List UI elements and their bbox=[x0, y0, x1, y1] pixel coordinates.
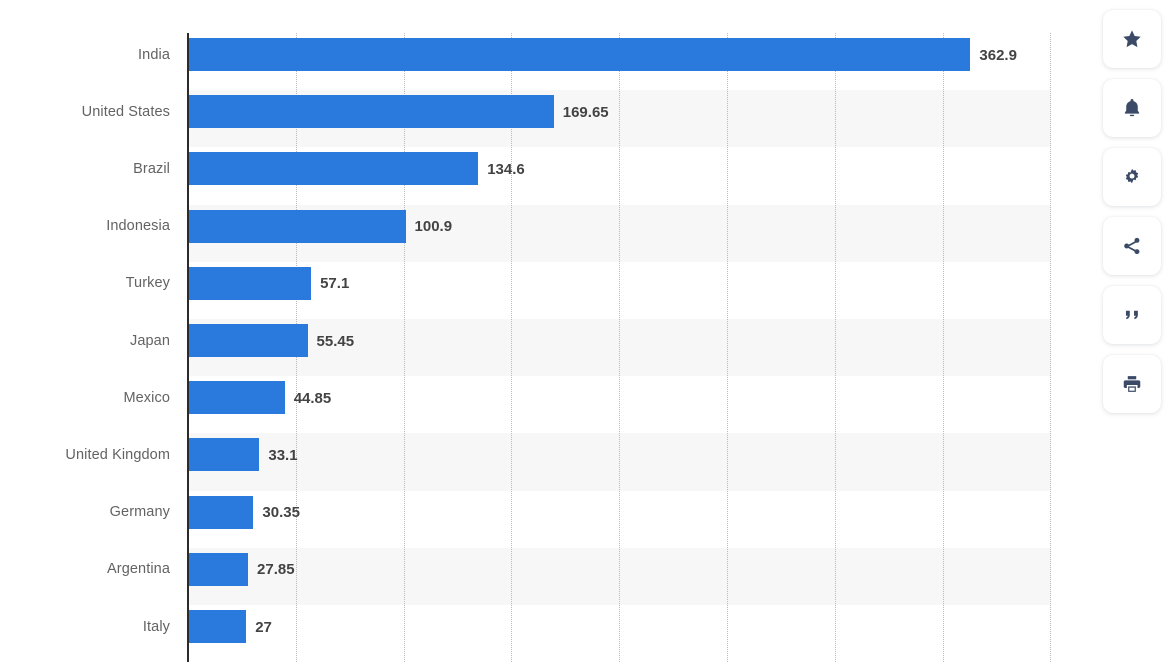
print-button[interactable] bbox=[1103, 355, 1161, 413]
settings-button[interactable] bbox=[1103, 148, 1161, 206]
category-label: India bbox=[138, 46, 170, 63]
bar[interactable] bbox=[188, 552, 249, 586]
favorite-button[interactable] bbox=[1103, 10, 1161, 68]
bar-value-label: 33.1 bbox=[268, 446, 298, 464]
bar[interactable] bbox=[188, 152, 479, 186]
quote-icon bbox=[1121, 304, 1143, 326]
plot-area: 362.9 169.65 134.6 100.9 57.1 55.45 44.85 33.1 3… bbox=[188, 33, 1052, 662]
share-button[interactable] bbox=[1103, 217, 1161, 275]
bar-chart: India United States Brazil Indonesia Turkey J… bbox=[0, 33, 1052, 662]
gridline bbox=[403, 33, 405, 662]
category-label: United States bbox=[81, 103, 170, 120]
category-label: Mexico bbox=[123, 389, 170, 406]
category-label: Argentina bbox=[107, 561, 170, 578]
category-label: Indonesia bbox=[106, 218, 170, 235]
gridline bbox=[619, 33, 621, 662]
category-label: United Kingdom bbox=[65, 446, 170, 463]
bar[interactable] bbox=[188, 38, 971, 71]
bar-value-label: 57.1 bbox=[320, 275, 350, 293]
category-label: Germany bbox=[109, 504, 170, 521]
category-label: Turkey bbox=[125, 275, 170, 292]
bar-value-label: 100.9 bbox=[414, 218, 453, 236]
bell-icon bbox=[1121, 97, 1143, 119]
notification-button[interactable] bbox=[1103, 79, 1161, 137]
star-icon bbox=[1121, 28, 1143, 50]
bar-value-label: 27.85 bbox=[257, 561, 295, 579]
gear-icon bbox=[1121, 166, 1143, 188]
category-label: Japan bbox=[129, 332, 170, 349]
bar[interactable] bbox=[188, 209, 406, 243]
bar-value-label: 134.6 bbox=[487, 160, 525, 178]
y-axis-category-labels: India United States Brazil Indonesia Turkey J… bbox=[0, 33, 170, 662]
y-axis-line bbox=[187, 33, 189, 662]
bar[interactable] bbox=[188, 266, 312, 300]
side-toolbar bbox=[1102, 10, 1162, 413]
bar[interactable] bbox=[188, 495, 254, 529]
category-label: Brazil bbox=[133, 160, 170, 177]
gridline bbox=[942, 33, 944, 662]
gridline bbox=[834, 33, 836, 662]
bar-value-label: 44.85 bbox=[293, 389, 332, 407]
bar[interactable] bbox=[188, 610, 247, 643]
print-icon bbox=[1121, 373, 1143, 395]
bar[interactable] bbox=[188, 95, 554, 129]
bar-value-label: 30.35 bbox=[262, 504, 300, 522]
gridline bbox=[511, 33, 513, 662]
share-icon bbox=[1121, 235, 1143, 257]
bar[interactable] bbox=[188, 324, 308, 357]
bar-value-label: 362.9 bbox=[979, 46, 1017, 64]
category-label: Italy bbox=[142, 618, 170, 635]
gridline bbox=[1050, 33, 1052, 662]
bar-value-label: 55.45 bbox=[316, 332, 355, 350]
bar[interactable] bbox=[188, 381, 285, 415]
bar-value-label: 27 bbox=[255, 618, 272, 636]
gridline bbox=[727, 33, 728, 662]
bar[interactable] bbox=[188, 438, 260, 472]
citation-button[interactable] bbox=[1103, 286, 1161, 344]
bar-value-label: 169.65 bbox=[562, 103, 609, 121]
